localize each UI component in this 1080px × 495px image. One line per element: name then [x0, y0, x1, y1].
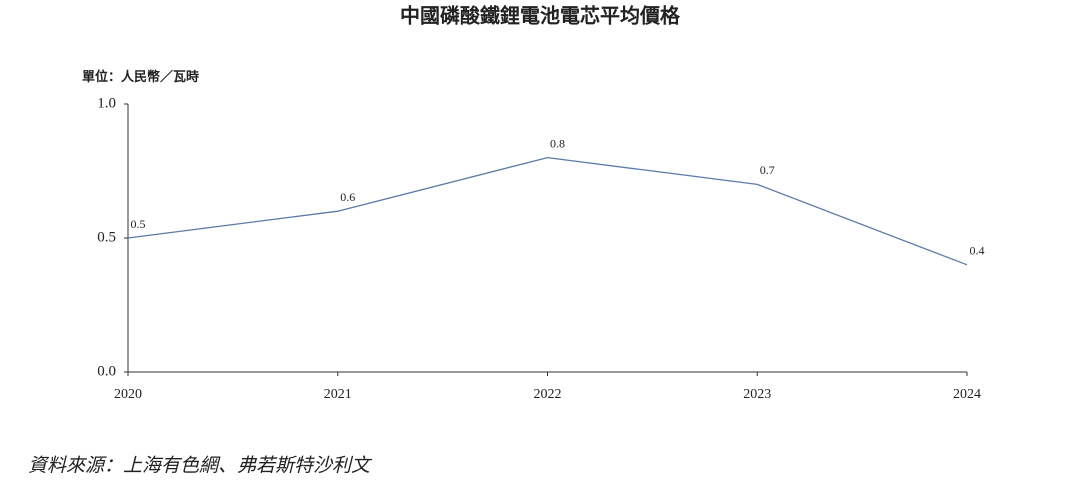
data-label: 0.5 [131, 217, 146, 231]
data-label: 0.7 [760, 163, 775, 177]
x-tick-label: 2021 [324, 387, 352, 402]
x-tick-label: 2022 [534, 387, 562, 402]
x-tick-label: 2024 [953, 387, 981, 402]
chart-title: 中國磷酸鐵鋰電池電芯平均價格 [400, 4, 681, 28]
y-tick-label: 0.5 [97, 229, 116, 245]
data-label: 0.8 [550, 136, 565, 150]
source-note: 資料來源：上海有色網、弗若斯特沙利文 [28, 454, 373, 476]
y-tick-label: 1.0 [97, 95, 116, 111]
x-tick-label: 2023 [743, 387, 771, 402]
y-tick-label: 0.0 [97, 363, 116, 379]
y-axis-label: 單位：人民幣／瓦時 [82, 69, 199, 84]
line [127, 156, 968, 266]
x-tick-label: 2020 [114, 387, 142, 402]
data-label: 0.6 [340, 190, 355, 204]
data-label: 0.4 [970, 244, 985, 258]
